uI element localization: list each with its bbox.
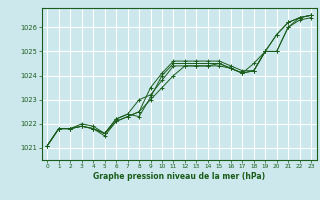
X-axis label: Graphe pression niveau de la mer (hPa): Graphe pression niveau de la mer (hPa) (93, 172, 265, 181)
